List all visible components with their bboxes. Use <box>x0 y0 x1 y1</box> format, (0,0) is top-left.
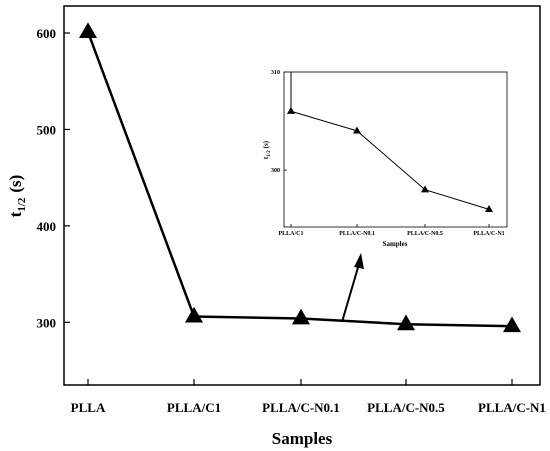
inset-y-axis-title-subscript: 1/2 <box>267 150 272 157</box>
inset-x-axis-title: Samples <box>383 240 408 248</box>
inset-y-axis-title: t1/2 (s) <box>262 140 272 159</box>
y-axis-title-main: t <box>6 211 25 217</box>
inset-y-axis-title-main: t <box>262 156 270 159</box>
y-axis-title-unit: (s) <box>6 175 25 193</box>
inset-data-point <box>353 126 361 134</box>
data-point <box>397 314 415 331</box>
x-tick-label: PLLA <box>71 400 106 415</box>
x-tick-label: PLLA/C-N0.5 <box>367 400 445 415</box>
inset-data-point <box>421 185 429 193</box>
y-tick-label: 600 <box>37 26 57 41</box>
inset-x-tick-label: PLLA/C-N1 <box>473 231 504 237</box>
x-tick-label: PLLA/C1 <box>167 400 221 415</box>
data-point <box>79 22 97 38</box>
data-point <box>503 316 521 333</box>
inset-x-tick-label: PLLA/C-N0.5 <box>407 231 443 237</box>
inset-plot: 300 310 PLLA/C1 PLLA/C-N0.1 PLLA/C-N0.5 PLLA… <box>262 70 508 248</box>
inset-data-point <box>287 106 295 114</box>
inset-pointer-arrow <box>341 253 364 323</box>
main-plot-frame <box>63 5 541 386</box>
inset-y-tick-label: 310 <box>271 70 280 76</box>
data-point <box>292 308 310 325</box>
inset-y-axis-title-unit: (s) <box>262 140 270 148</box>
x-axis-title: Samples <box>272 429 333 448</box>
inset-data-point <box>485 205 493 212</box>
inset-x-tick-label: PLLA/C-N0.1 <box>339 231 375 237</box>
inset-x-tick-label: PLLA/C1 <box>278 231 303 237</box>
y-tick-label: 500 <box>37 122 57 137</box>
arrow-head <box>354 253 364 269</box>
arrow-shaft <box>341 263 360 323</box>
y-tick-label: 400 <box>37 219 57 234</box>
y-axis-title-subscript: 1/2 <box>16 197 28 212</box>
inset-plot-frame <box>283 71 508 228</box>
inset-series-line <box>290 110 490 210</box>
y-axis-title: t1/2 (s) <box>6 175 28 218</box>
data-point <box>185 306 203 323</box>
inset-y-tick-label: 300 <box>271 168 280 174</box>
y-tick-label: 300 <box>37 315 57 330</box>
x-tick-label: PLLA/C-N1 <box>478 400 546 415</box>
main-plot: 300 400 500 600 PLLA PLLA/C1 PLLA/C-N0.1 PLLA/… <box>6 5 546 448</box>
x-tick-label: PLLA/C-N0.1 <box>262 400 340 415</box>
